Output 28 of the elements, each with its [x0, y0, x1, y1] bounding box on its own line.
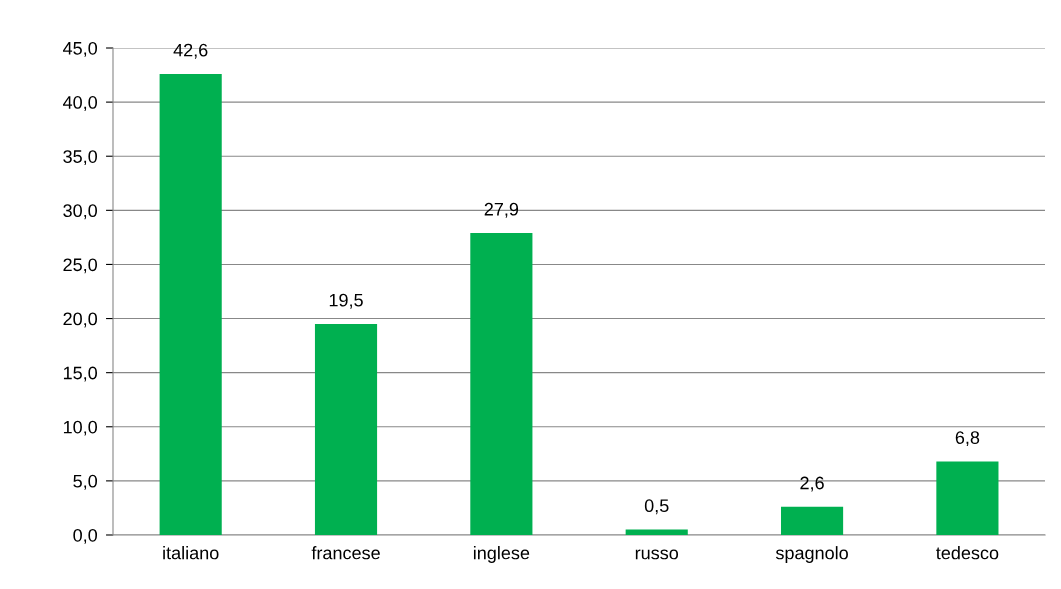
- data-label: 6,8: [955, 431, 980, 447]
- x-tick-label: tedesco: [936, 546, 999, 560]
- bar: [625, 529, 688, 535]
- y-tick-label: 40,0: [63, 96, 98, 111]
- y-tick-label: 35,0: [63, 150, 98, 166]
- data-label: 42,6: [173, 43, 208, 59]
- bar: [314, 323, 378, 535]
- x-tick-label: spagnolo: [775, 546, 848, 563]
- y-tick-label: 10,0: [63, 420, 98, 436]
- bar: [470, 233, 533, 535]
- y-tick-label: 30,0: [63, 204, 98, 220]
- y-tick-label: 45,0: [63, 41, 98, 57]
- data-label: 2,6: [800, 476, 824, 492]
- bar: [936, 461, 999, 535]
- x-tick-label: francese: [311, 546, 380, 560]
- y-tick-label: 15,0: [63, 366, 98, 382]
- data-label: 19,5: [329, 293, 363, 309]
- bar: [780, 506, 844, 535]
- y-tick-label: 25,0: [63, 258, 98, 274]
- x-tick-label: inglese: [473, 546, 530, 563]
- y-tick-label: 0,0: [73, 528, 98, 544]
- data-label: 27,9: [484, 202, 519, 218]
- x-tick-label: russo: [635, 549, 679, 560]
- y-tick-label: 5,0: [73, 474, 98, 490]
- x-tick-label: italiano: [163, 546, 219, 560]
- data-label: 0,5: [644, 499, 669, 515]
- bar: [159, 73, 222, 535]
- y-tick-label: 20,0: [63, 312, 98, 328]
